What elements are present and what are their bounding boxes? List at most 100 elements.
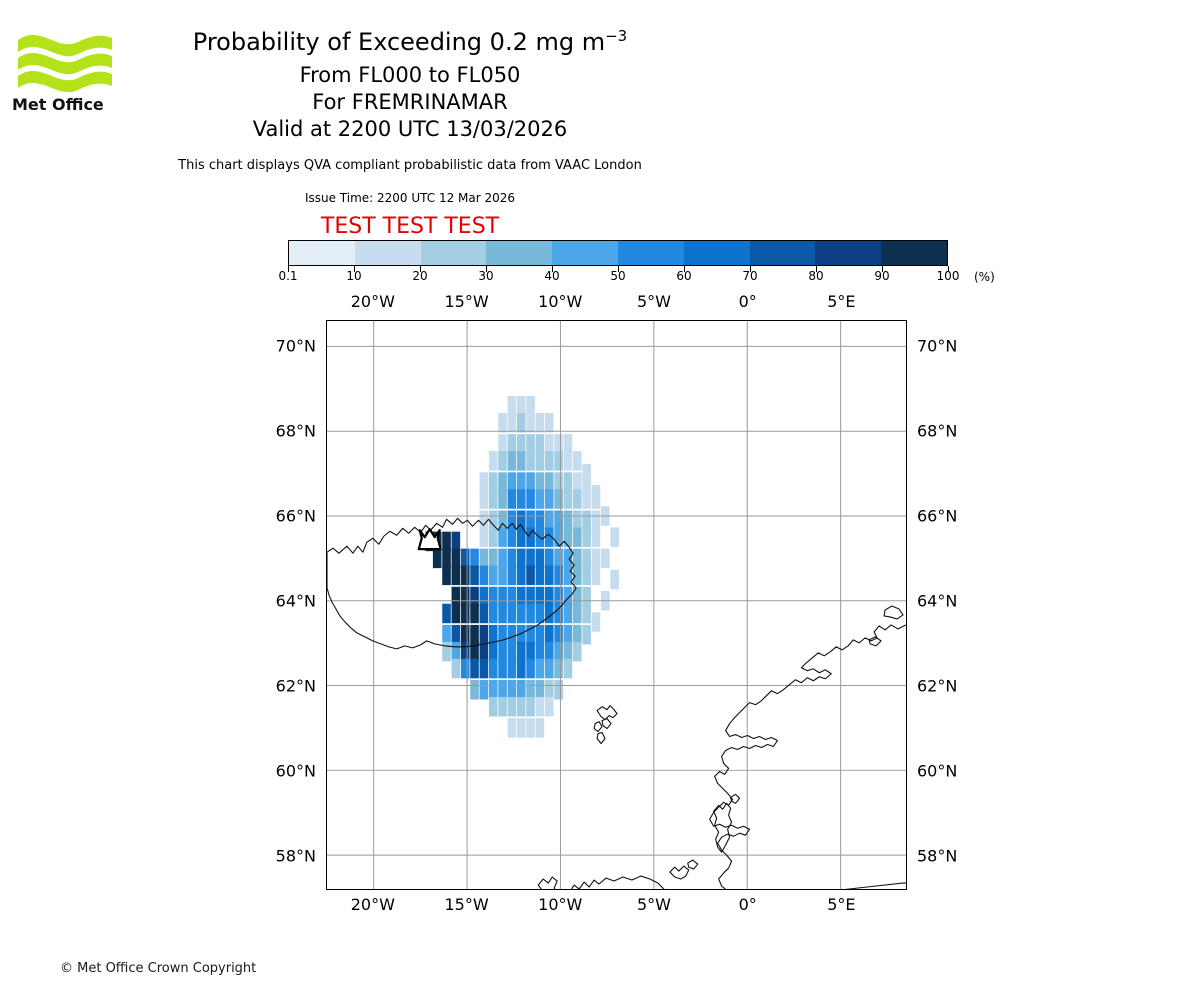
probability-cell	[516, 412, 526, 433]
issue-time: Issue Time: 2200 UTC 12 Mar 2026	[304, 191, 516, 205]
lon-label-bottom: 15°W	[444, 895, 489, 914]
title-main-text: Probability of Exceeding 0.2 mg m	[192, 28, 606, 56]
volcano-symbol-glyph	[417, 528, 442, 551]
probability-cell	[535, 510, 545, 530]
probability-cell	[479, 586, 489, 607]
probability-cell	[554, 658, 563, 679]
probability-cell	[460, 658, 470, 679]
colorbar-segment-4	[552, 241, 618, 265]
probability-cell	[582, 489, 591, 509]
probability-cell	[526, 548, 535, 569]
probability-cell	[563, 624, 573, 645]
probability-cell	[535, 658, 545, 679]
probability-cell	[563, 603, 573, 624]
probability-cell	[507, 658, 517, 679]
lon-label-top: 5°W	[636, 292, 671, 311]
probability-cell	[479, 624, 489, 645]
lon-label-bottom: 5°W	[636, 895, 671, 914]
logo-waves	[18, 34, 112, 93]
probability-cell	[572, 489, 582, 509]
probability-cell	[507, 624, 517, 645]
probability-cell	[544, 586, 554, 607]
probability-cell	[498, 489, 507, 509]
probability-cell	[544, 451, 554, 471]
met-office-logo: Met Office	[10, 18, 120, 113]
flight-level-line: From FL000 to FL050	[299, 63, 521, 87]
probability-cell	[460, 624, 470, 645]
colorbar-tick-label: 10	[346, 269, 362, 283]
probability-cell	[554, 586, 563, 607]
probability-cell	[526, 510, 535, 530]
probability-cell	[535, 489, 545, 509]
probability-cell	[516, 586, 526, 607]
probability-cell	[451, 603, 461, 624]
probability-cell	[507, 603, 517, 624]
probability-cell	[479, 680, 489, 700]
colorbar-segment-8	[815, 241, 882, 265]
probability-cell	[526, 641, 535, 662]
probability-cell	[535, 696, 545, 717]
lon-label-bottom: 5°E	[827, 895, 856, 914]
probability-cell	[544, 434, 554, 454]
coastlines	[327, 517, 906, 889]
probability-cell	[535, 680, 545, 700]
probability-cell	[582, 463, 591, 484]
probability-cell	[535, 641, 545, 662]
probability-cell	[442, 624, 451, 645]
lon-label-top: 20°W	[350, 292, 395, 311]
probability-cell	[526, 434, 535, 454]
probability-cell	[507, 718, 517, 738]
probability-cell	[488, 565, 498, 586]
lat-label-right: 64°N	[917, 591, 958, 611]
valid-time-line: Valid at 2200 UTC 13/03/2026	[252, 117, 568, 141]
colorbar-gradient	[288, 240, 948, 266]
colorbar-segment-6	[683, 241, 750, 265]
probability-cell	[572, 641, 582, 662]
probability-cell	[535, 586, 545, 607]
colorbar-segment-0	[289, 241, 355, 265]
probability-cell	[488, 548, 498, 569]
lat-label-right: 60°N	[917, 761, 958, 781]
probability-cell	[442, 641, 451, 662]
probability-cell	[470, 548, 479, 569]
probability-cell	[563, 641, 573, 662]
probability-cell	[582, 586, 591, 607]
probability-cell	[498, 527, 507, 547]
probability-cell	[582, 624, 591, 645]
probability-cell	[432, 548, 442, 569]
colorbar-tick-label: 50	[610, 269, 626, 283]
colorbar-segment-1	[354, 241, 421, 265]
probability-cell	[479, 603, 489, 624]
probability-cell	[554, 510, 563, 530]
colorbar-tick	[618, 266, 619, 272]
probability-cell	[526, 680, 535, 700]
probability-cell	[572, 472, 582, 492]
probability-cell	[535, 624, 545, 645]
probability-cell	[535, 472, 545, 492]
probability-cell	[498, 586, 507, 607]
probability-cell	[451, 565, 461, 586]
probability-cell	[563, 489, 573, 509]
probability-cell	[498, 451, 507, 471]
probability-cell	[526, 565, 535, 586]
probability-cell	[516, 641, 526, 662]
probability-cell	[563, 586, 573, 607]
probability-cell	[554, 641, 563, 662]
colorbar-tick-label: 90	[874, 269, 890, 283]
colorbar-tick	[486, 266, 487, 272]
ash-concentration-map[interactable]	[326, 320, 907, 890]
colorbar-tick-label: 40	[544, 269, 560, 283]
colorbar-tick	[552, 266, 553, 272]
probability-cell	[526, 624, 535, 645]
probability-cell	[572, 586, 582, 607]
probability-cell	[516, 396, 526, 416]
probability-cell	[535, 548, 545, 569]
probability-cell	[507, 434, 517, 454]
colorbar-tick-label: 0.1	[278, 269, 298, 283]
colorbar-tick-labels: 0.1 10 20 30 40 50 60 70 80 90 100	[0, 269, 1200, 285]
probability-cell	[563, 451, 573, 471]
colorbar-segment-2	[420, 241, 487, 265]
probability-cell	[451, 624, 461, 645]
probability-cell	[582, 548, 591, 569]
probability-cell	[516, 489, 526, 509]
